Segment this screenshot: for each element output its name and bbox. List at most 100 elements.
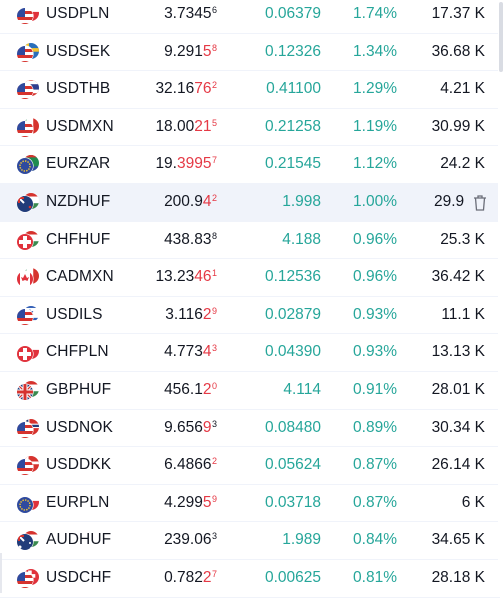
price-main: 438.83 <box>164 230 212 248</box>
price-highlight: 3995 <box>177 155 212 173</box>
watchlist-row-usddkk[interactable]: USDDKK 6.48662 0.05624 0.87% 26.14 K <box>0 447 500 485</box>
last-price: 9.65693 <box>164 419 217 437</box>
change-value: 0.41100 <box>266 80 321 98</box>
watchlist-row-usdthb[interactable]: USDTHB 32.16762 0.41100 1.29% 4.21 K <box>0 71 500 109</box>
change-percent: 0.87% <box>353 456 397 474</box>
watchlist-row-chfpln[interactable]: CHFPLN 4.77343 0.04390 0.93% 13.13 K <box>0 334 500 372</box>
price-highlight: 2 <box>202 568 212 586</box>
volume-value: 28.18 K <box>431 568 485 586</box>
watchlist-row-usdsek[interactable]: USDSEK 9.29158 0.12326 1.34% 36.68 K <box>0 34 500 72</box>
last-price: 4.29959 <box>164 494 217 512</box>
change-percent: 1.19% <box>353 117 397 135</box>
watchlist-row-cadmxn[interactable]: CADMXN 13.23461 0.12536 0.96% 36.42 K <box>0 259 500 297</box>
watchlist-row-usdils[interactable]: USDILS 3.11629 0.02879 0.93% 11.1 K <box>0 297 500 335</box>
last-price: 456.120 <box>164 381 217 399</box>
price-main: 200.9 <box>164 192 203 210</box>
symbol-name: EURZAR <box>46 155 111 173</box>
scrollbar-thumb[interactable] <box>499 2 503 72</box>
watchlist-row-usdpln[interactable]: USDPLN 3.73456 0.06379 1.74% 17.37 K <box>0 0 500 34</box>
last-price: 3.11629 <box>165 306 217 324</box>
watchlist-row-usdmxn[interactable]: USDMXN 18.00215 0.21258 1.19% 30.99 K <box>0 109 500 147</box>
watchlist-row-eurpln[interactable]: EURPLN 4.29959 0.03718 0.87% 6 K <box>0 485 500 523</box>
volume-value: 24.2 K <box>440 155 485 173</box>
change-value: 0.04390 <box>264 343 321 361</box>
ch-pl-flag-icon <box>16 342 39 364</box>
us-th-flag-icon <box>16 79 39 101</box>
symbol-name: GBPHUF <box>46 380 112 398</box>
us-il-flag-icon <box>16 305 39 327</box>
watchlist-row-eurzar[interactable]: EURZAR 19.39957 0.21545 1.12% 24.2 K <box>0 146 500 184</box>
volume-value: 26.14 K <box>431 456 485 474</box>
watchlist-row-audhuf[interactable]: AUDHUF 239.063 1.989 0.84% 34.65 K <box>0 522 500 560</box>
price-fraction: 6 <box>211 5 217 15</box>
price-highlight: 2 <box>202 305 212 323</box>
price-fraction: 3 <box>211 418 217 429</box>
change-value: 1.989 <box>282 531 321 549</box>
symbol-name: USDPLN <box>46 5 110 22</box>
us-pl-flag-icon <box>16 4 39 26</box>
eu-pl-flag-icon <box>16 493 39 515</box>
price-fraction: 7 <box>211 155 217 166</box>
price-fraction: 2 <box>211 456 217 467</box>
change-percent: 0.93% <box>353 305 397 323</box>
price-highlight: 46 <box>194 268 212 286</box>
price-main: 3.116 <box>165 305 203 323</box>
price-fraction: 1 <box>211 268 217 279</box>
price-main: 9.291 <box>164 42 203 60</box>
price-main: 4.299 <box>164 493 203 511</box>
price-fraction: 8 <box>211 230 217 241</box>
watchlist-row-gbphuf[interactable]: GBPHUF 456.120 4.114 0.91% 28.01 K <box>0 372 500 410</box>
change-percent: 1.34% <box>353 42 397 60</box>
price-main: 19. <box>155 155 177 173</box>
last-price: 32.16762 <box>155 80 217 98</box>
volume-value: 17.37 K <box>431 5 485 22</box>
change-percent: 0.81% <box>353 568 397 586</box>
change-value: 0.21545 <box>264 155 321 173</box>
change-percent: 1.00% <box>353 192 397 210</box>
symbol-name: CHFHUF <box>46 230 111 248</box>
volume-value: 30.99 K <box>431 117 485 135</box>
watchlist-row-usdchf[interactable]: USDCHF 0.78227 0.00625 0.81% 28.18 K <box>0 560 500 598</box>
price-main: 239.06 <box>164 531 212 549</box>
scrollbar[interactable] <box>498 0 504 593</box>
symbol-name: USDCHF <box>46 568 112 586</box>
price-fraction: 3 <box>211 531 217 542</box>
au-hu-flag-icon <box>16 530 39 552</box>
symbol-name: CADMXN <box>46 268 114 286</box>
change-percent: 0.96% <box>353 268 397 286</box>
last-price: 9.29158 <box>164 43 217 61</box>
ca-mx-flag-icon <box>16 267 39 289</box>
eu-za-flag-icon <box>16 154 39 176</box>
change-value: 0.21258 <box>264 117 321 135</box>
symbol-name: CHFPLN <box>46 343 109 361</box>
price-fraction: 9 <box>211 305 217 316</box>
volume-value: 25.3 K <box>440 230 485 248</box>
watchlist-row-nzdhuf[interactable]: NZDHUF 200.942 1.998 1.00% 29.9 <box>0 183 500 222</box>
trash-icon[interactable] <box>472 194 488 212</box>
price-main: 13.23 <box>155 268 195 286</box>
change-value: 0.00625 <box>264 568 321 586</box>
price-main: 456.1 <box>164 380 203 398</box>
last-price: 6.48662 <box>164 456 217 474</box>
price-fraction: 2 <box>211 80 217 91</box>
nz-hu-flag-icon <box>16 192 39 214</box>
price-fraction: 5 <box>211 117 217 128</box>
symbol-name: USDDKK <box>46 456 112 474</box>
watchlist-row-chfhuf[interactable]: CHFHUF 438.838 4.188 0.96% 25.3 K <box>0 222 500 260</box>
watchlist-row-usdnok[interactable]: USDNOK 9.65693 0.08480 0.89% 30.34 K <box>0 410 500 448</box>
volume-value: 13.13 K <box>431 343 485 361</box>
last-price: 13.23461 <box>155 268 217 286</box>
symbol-name: USDSEK <box>46 42 111 60</box>
last-price: 3.73456 <box>164 5 217 23</box>
change-percent: 0.93% <box>353 343 397 361</box>
change-value: 0.02879 <box>264 305 321 323</box>
price-main: 18.00 <box>155 117 195 135</box>
change-percent: 1.12% <box>353 155 397 173</box>
price-highlight: 76 <box>194 80 212 98</box>
symbol-name: USDTHB <box>46 80 111 98</box>
change-percent: 1.74% <box>353 5 397 22</box>
price-main: 9.656 <box>164 418 203 436</box>
volume-value: 11.1 K <box>441 305 485 323</box>
last-price: 438.838 <box>164 231 217 249</box>
